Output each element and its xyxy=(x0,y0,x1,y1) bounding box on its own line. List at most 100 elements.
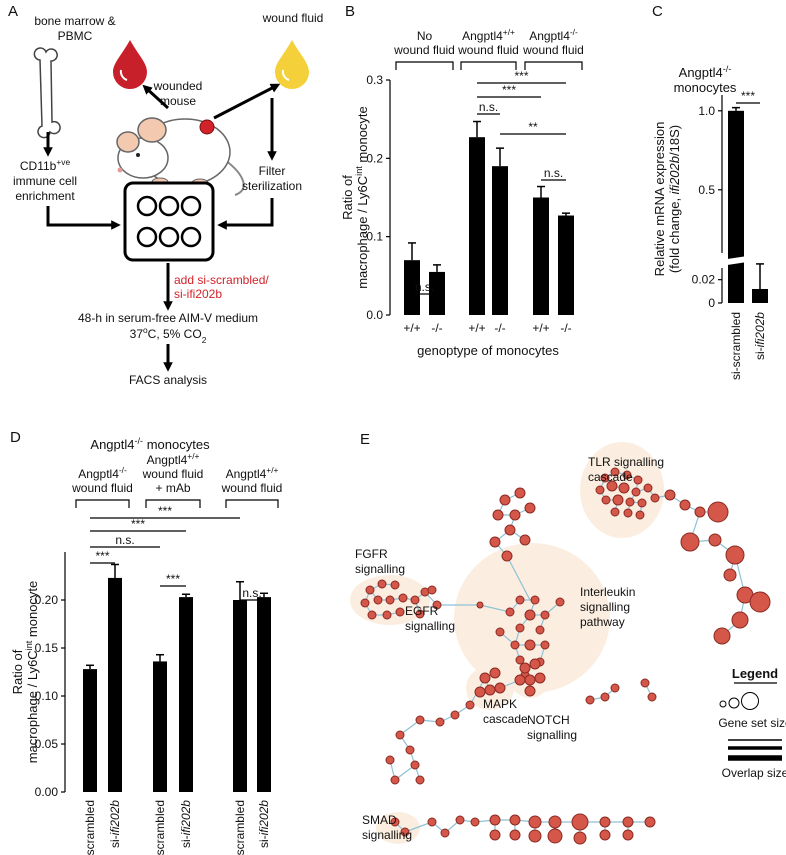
network-node xyxy=(504,524,516,536)
network-node xyxy=(505,607,515,617)
legend: Legend Gene set size Overlap size xyxy=(718,666,786,780)
text-segment: /18S) xyxy=(667,125,682,156)
significance-label: *** xyxy=(158,504,172,518)
panel-e: E TLR signalling cascade FGFR signalling… xyxy=(350,431,786,845)
y-axis-label: (fold change, ifi202b/18S) xyxy=(667,125,682,273)
text-segment: ifi202b xyxy=(179,800,193,836)
network-node xyxy=(410,595,420,605)
text-segment: int xyxy=(354,166,364,176)
network-node xyxy=(432,600,442,610)
text-segment: si- xyxy=(179,835,193,848)
label: CD11b+ve xyxy=(20,157,71,173)
network-node xyxy=(631,487,641,497)
cluster-label: signalling xyxy=(527,728,577,742)
network-node xyxy=(622,829,634,841)
significance-label: n.s. xyxy=(479,100,498,114)
significance-label: *** xyxy=(166,572,180,586)
bar xyxy=(752,289,768,303)
network-edge xyxy=(506,555,531,601)
group-bracket xyxy=(145,499,201,508)
fluid-drop xyxy=(275,40,309,89)
y-tick-label: 1.0 xyxy=(698,104,715,118)
legend-node xyxy=(728,697,740,709)
label: FACS analysis xyxy=(129,373,207,387)
x-tick-label: si-ifi202b xyxy=(179,800,193,848)
network-node xyxy=(713,627,731,645)
text-segment: -/- xyxy=(570,27,578,37)
group-bracket xyxy=(75,499,130,508)
text-segment: ifi202b xyxy=(753,312,767,348)
network-node xyxy=(377,579,387,589)
cluster-label: signalling xyxy=(405,619,455,633)
network-node xyxy=(600,692,610,702)
y-tick-label: 0.1 xyxy=(366,230,383,244)
network-node xyxy=(599,816,611,828)
x-tick-label: +/+ xyxy=(403,321,420,335)
text-segment: Angptl4 xyxy=(679,65,723,80)
significance-label: ** xyxy=(528,120,538,134)
text-segment: +/+ xyxy=(503,27,515,37)
label: mouse xyxy=(160,94,196,108)
cluster-label: signalling xyxy=(355,562,405,576)
network-node xyxy=(524,674,536,686)
network-node xyxy=(489,814,501,826)
x-axis-label: genoptype of monocytes xyxy=(417,343,559,358)
legend-label: Gene set size xyxy=(718,716,786,730)
chart-title: monocytes xyxy=(674,80,737,95)
cluster-label: SMAD xyxy=(362,813,397,827)
x-tick-label: -/- xyxy=(560,321,571,335)
bar xyxy=(83,669,97,792)
y-tick-label: 0.3 xyxy=(366,73,383,87)
network-node xyxy=(707,501,729,523)
text-segment: -/- xyxy=(135,436,144,446)
x-tick-label: si-ifi202b xyxy=(753,312,767,360)
network-node xyxy=(612,494,624,506)
y-tick-label: 0.2 xyxy=(366,151,383,165)
network-node xyxy=(489,536,501,548)
significance-label: n.s. xyxy=(544,166,563,180)
network-node xyxy=(530,595,540,605)
network-node xyxy=(725,545,745,565)
bar xyxy=(492,166,508,315)
network-node xyxy=(415,775,425,785)
text-segment: 37 xyxy=(130,327,144,341)
network-node xyxy=(723,568,737,582)
text-segment: C, 5% CO xyxy=(148,327,202,341)
text-segment: ifi202b xyxy=(667,156,682,194)
network-node xyxy=(519,534,531,546)
network-node xyxy=(515,595,525,605)
network-node xyxy=(514,487,526,499)
text-segment: Angptl4 xyxy=(78,467,119,481)
network-node xyxy=(515,655,525,665)
group-label: wound fluid xyxy=(457,43,519,57)
network-node xyxy=(515,623,525,633)
network-node xyxy=(405,745,415,755)
label: bone marrow & xyxy=(34,14,115,28)
network-node xyxy=(534,672,546,684)
x-tick-label: si-scrambled xyxy=(233,800,247,855)
bar xyxy=(179,597,193,792)
network-node xyxy=(395,607,405,617)
group-label: wound fluid xyxy=(71,481,133,495)
label: si-ifi202b xyxy=(174,287,222,301)
y-tick-label: 0.00 xyxy=(35,785,59,799)
text-segment: -/- xyxy=(723,64,732,74)
x-tick-label: +/+ xyxy=(468,321,485,335)
arrow xyxy=(213,83,281,120)
network-node xyxy=(400,827,410,837)
network-node xyxy=(365,585,375,595)
text-segment: +/+ xyxy=(266,465,278,475)
network-node xyxy=(519,662,531,674)
network-node xyxy=(650,493,660,503)
network-node xyxy=(484,684,496,696)
x-tick-label: si-scrambled xyxy=(729,312,743,380)
axis-break xyxy=(714,252,774,267)
text-segment: si- xyxy=(753,347,767,360)
network-node xyxy=(495,627,505,637)
network-node xyxy=(390,775,400,785)
x-tick-label: si-scrambled xyxy=(153,800,167,855)
network-node xyxy=(547,828,563,844)
network-node xyxy=(571,813,589,831)
group-label: Angptl4-/- xyxy=(78,465,127,481)
network-node xyxy=(623,508,633,518)
